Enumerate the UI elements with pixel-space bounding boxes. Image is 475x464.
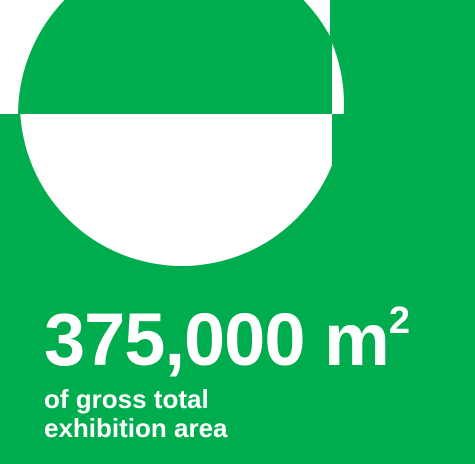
caption-line-1: of gross total: [44, 384, 209, 414]
area-value: 375,000 m2: [44, 302, 410, 377]
caption-line-2: exhibition area: [44, 413, 228, 443]
area-caption: of gross total exhibition area: [44, 385, 228, 443]
area-number: 375,000 m: [44, 298, 390, 381]
unit-superscript: 2: [388, 300, 410, 342]
e-upper-lobe: [18, 0, 332, 114]
